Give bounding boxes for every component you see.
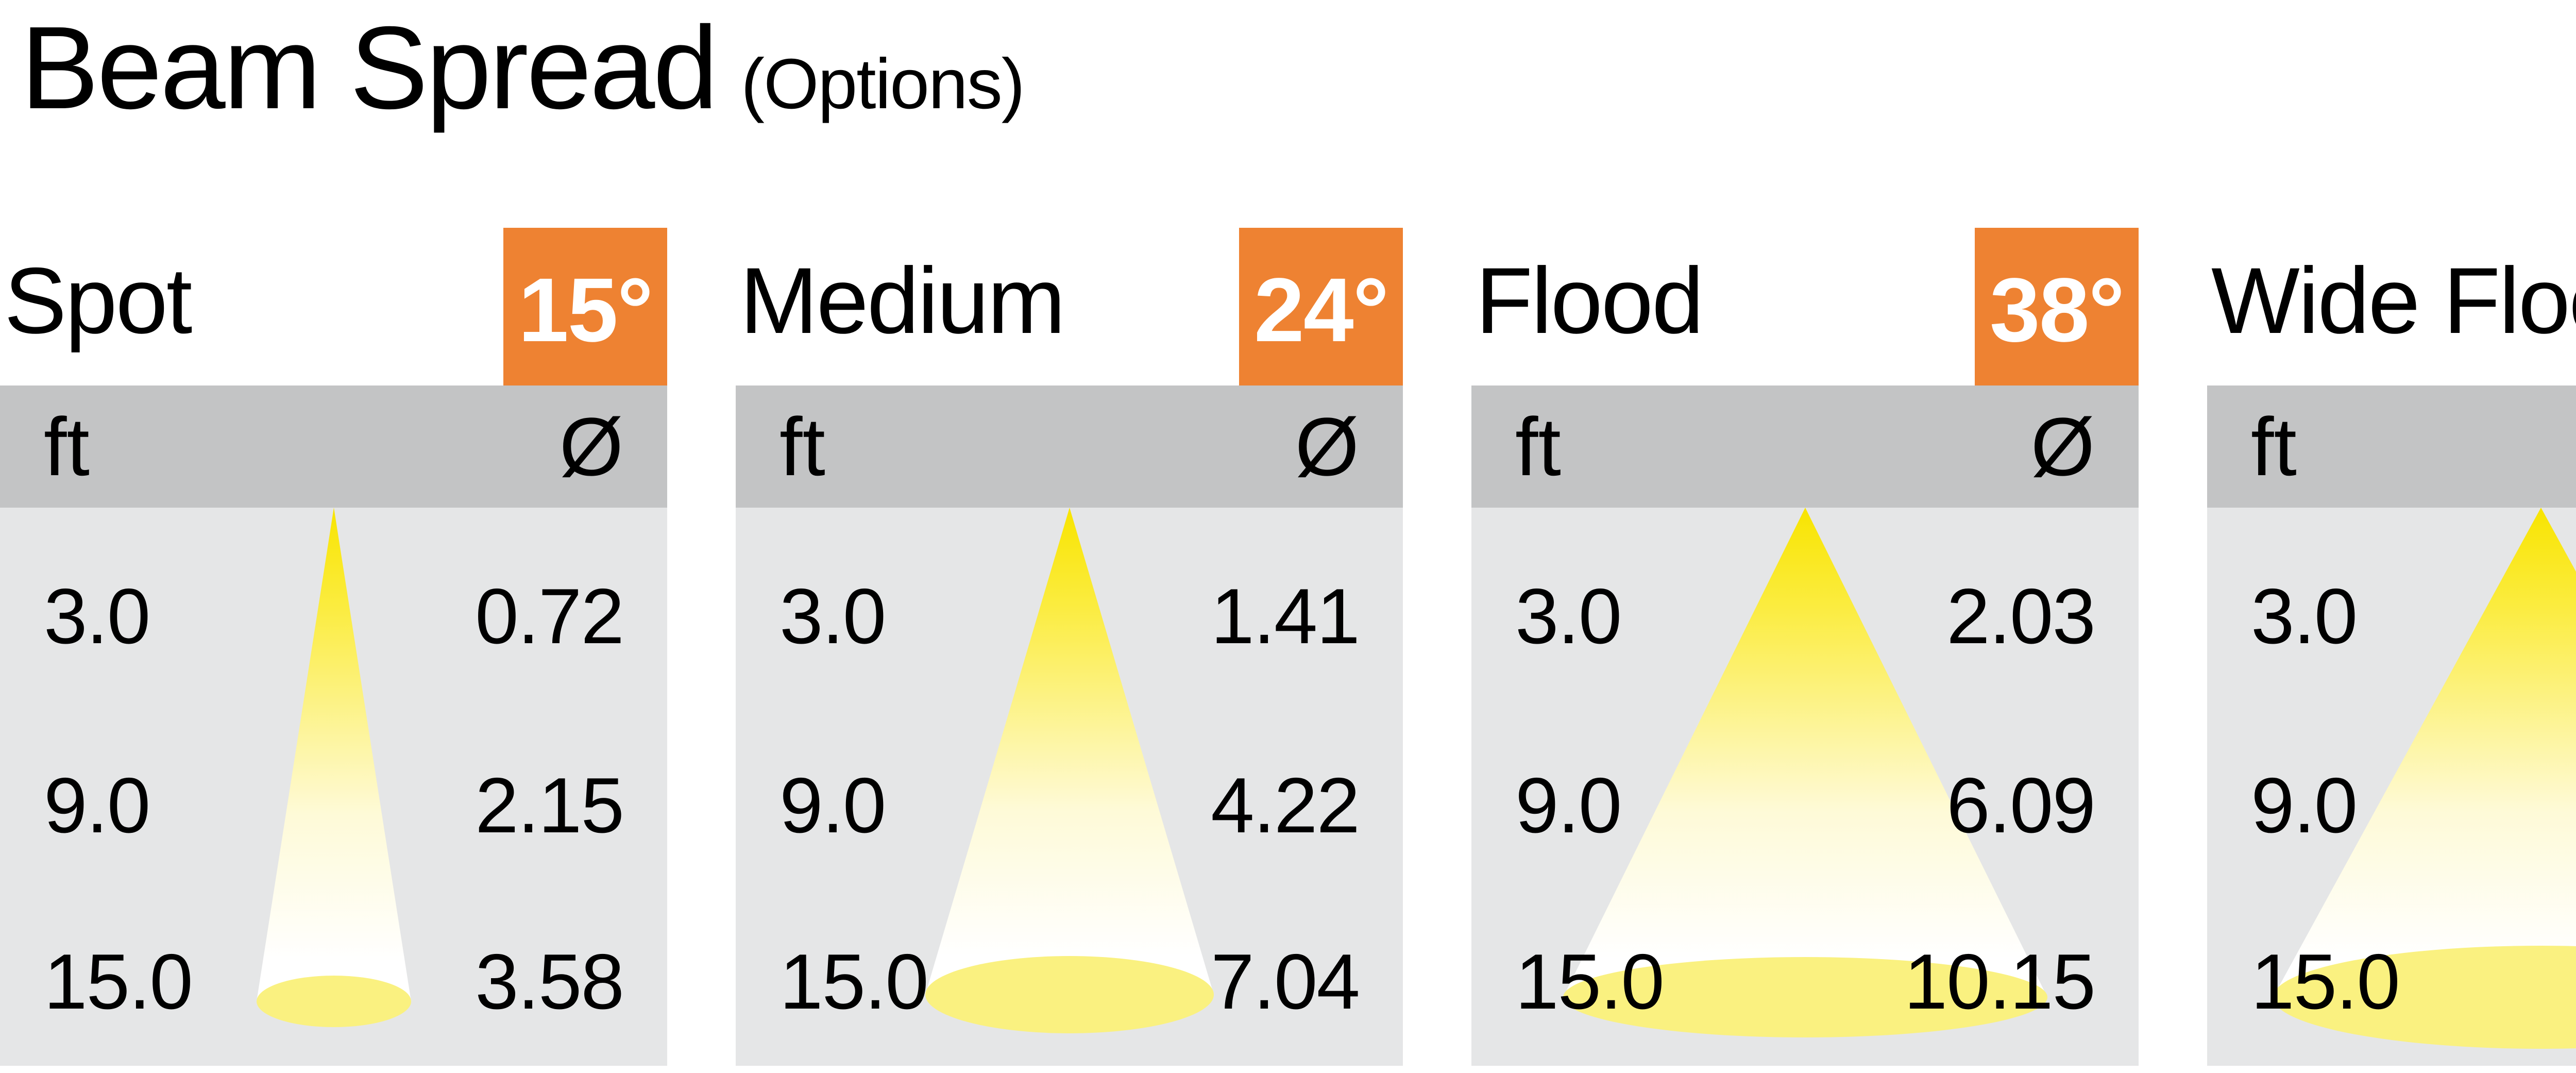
table-row: 3.0 0.72 — [44, 573, 624, 660]
table-body: 3.0 1.41 9.0 4.22 15.0 7.04 — [736, 508, 1403, 1066]
distance-value: 15.0 — [44, 938, 193, 1026]
table-row: 3.0 1.41 — [779, 573, 1360, 660]
table-row: 9.0 9.45 — [2251, 766, 2576, 845]
column-ft-label: ft — [779, 400, 825, 493]
table-row: 15.0 15.75 — [2251, 943, 2576, 1021]
beam-panel-spot: Spot 15° ft Ø 3.0 0.72 9.0 2.15 15.0 3.5… — [0, 215, 667, 1066]
table-column-header: ft Ø — [1471, 385, 2139, 508]
column-diameter-label: Ø — [1295, 400, 1359, 493]
distance-value: 15.0 — [2251, 938, 2400, 1026]
title-text: Beam Spread — [21, 3, 718, 133]
column-ft-label: ft — [1515, 400, 1561, 493]
table-row: 3.0 2.03 — [1515, 573, 2096, 660]
diameter-value: 1.41 — [1211, 573, 1360, 660]
column-ft-label: ft — [44, 400, 90, 493]
column-diameter-label: Ø — [2030, 400, 2095, 493]
distance-value: 9.0 — [1515, 762, 1622, 849]
table-row: 15.0 7.04 — [779, 938, 1360, 1026]
table-column-header: ft Ø — [2207, 385, 2576, 508]
distance-value: 9.0 — [2251, 762, 2358, 849]
distance-value: 15.0 — [779, 938, 929, 1026]
beam-panel-medium: Medium 24° ft Ø 3.0 1.41 9.0 4.22 15.0 7… — [736, 215, 1403, 1066]
distance-value: 9.0 — [44, 762, 150, 849]
table-body: 3.0 2.03 9.0 6.09 15.0 10.15 — [1471, 508, 2139, 1066]
table-row: 3.0 1.02 — [2251, 577, 2576, 656]
beam-angle-badge: 38° — [1975, 228, 2139, 385]
distance-value: 3.0 — [779, 573, 886, 660]
table-row: 9.0 6.09 — [1515, 762, 2096, 849]
beam-cone-graphic — [257, 508, 411, 1027]
diameter-value: 10.15 — [1904, 938, 2096, 1026]
diameter-value: 7.04 — [1211, 938, 1360, 1026]
beam-panel-wide-flood: Wide Flood 60° ft Ø 3.0 1.02 9.0 9.45 15… — [2207, 215, 2576, 1066]
panel-header: Spot 15° — [0, 215, 667, 385]
table-row: 15.0 3.58 — [44, 938, 624, 1026]
table-column-header: ft Ø — [0, 385, 667, 508]
panel-name: Spot — [4, 248, 192, 353]
diameter-value: 2.03 — [1946, 573, 2096, 660]
table-body: 3.0 0.72 9.0 2.15 15.0 3.58 — [0, 508, 667, 1066]
panel-name: Flood — [1476, 248, 1704, 353]
table-row: 9.0 4.22 — [779, 762, 1360, 849]
beam-cone-graphic — [925, 508, 1214, 1033]
table-row: 9.0 2.15 — [44, 762, 624, 849]
distance-value: 3.0 — [1515, 573, 1622, 660]
diameter-value: 4.22 — [1211, 762, 1360, 849]
distance-value: 3.0 — [2251, 573, 2358, 660]
column-diameter-label: Ø — [559, 400, 623, 493]
beam-cone-graphic — [1563, 508, 2047, 1037]
beam-angle-badge: 24° — [1239, 228, 1403, 385]
table-body: 3.0 1.02 9.0 9.45 15.0 15.75 — [2207, 508, 2576, 1066]
beam-cone-graphic — [2273, 508, 2576, 1049]
distance-value: 15.0 — [1515, 938, 1665, 1026]
panel-header: Wide Flood 60° — [2207, 215, 2576, 385]
title-suffix-text: (Options) — [741, 44, 1025, 124]
distance-value: 3.0 — [44, 573, 150, 660]
column-ft-label: ft — [2251, 400, 2297, 493]
table-row: 15.0 10.15 — [1515, 938, 2096, 1026]
table-column-header: ft Ø — [736, 385, 1403, 508]
beam-spread-panels: Spot 15° ft Ø 3.0 0.72 9.0 2.15 15.0 3.5… — [0, 215, 2576, 1066]
distance-value: 9.0 — [779, 762, 886, 849]
panel-name: Medium — [740, 248, 1065, 353]
diameter-value: 0.72 — [475, 573, 624, 660]
beam-panel-flood: Flood 38° ft Ø 3.0 2.03 9.0 6.09 15.0 10… — [1471, 215, 2139, 1066]
panel-header: Flood 38° — [1471, 215, 2139, 385]
diameter-value: 2.15 — [475, 762, 624, 849]
panel-name: Wide Flood — [2211, 248, 2576, 353]
diameter-value: 6.09 — [1946, 762, 2096, 849]
beam-angle-badge: 15° — [503, 228, 667, 385]
panel-header: Medium 24° — [736, 215, 1403, 385]
diameter-value: 3.58 — [475, 938, 624, 1026]
page-title: Beam Spread (Options) — [21, 3, 1025, 133]
